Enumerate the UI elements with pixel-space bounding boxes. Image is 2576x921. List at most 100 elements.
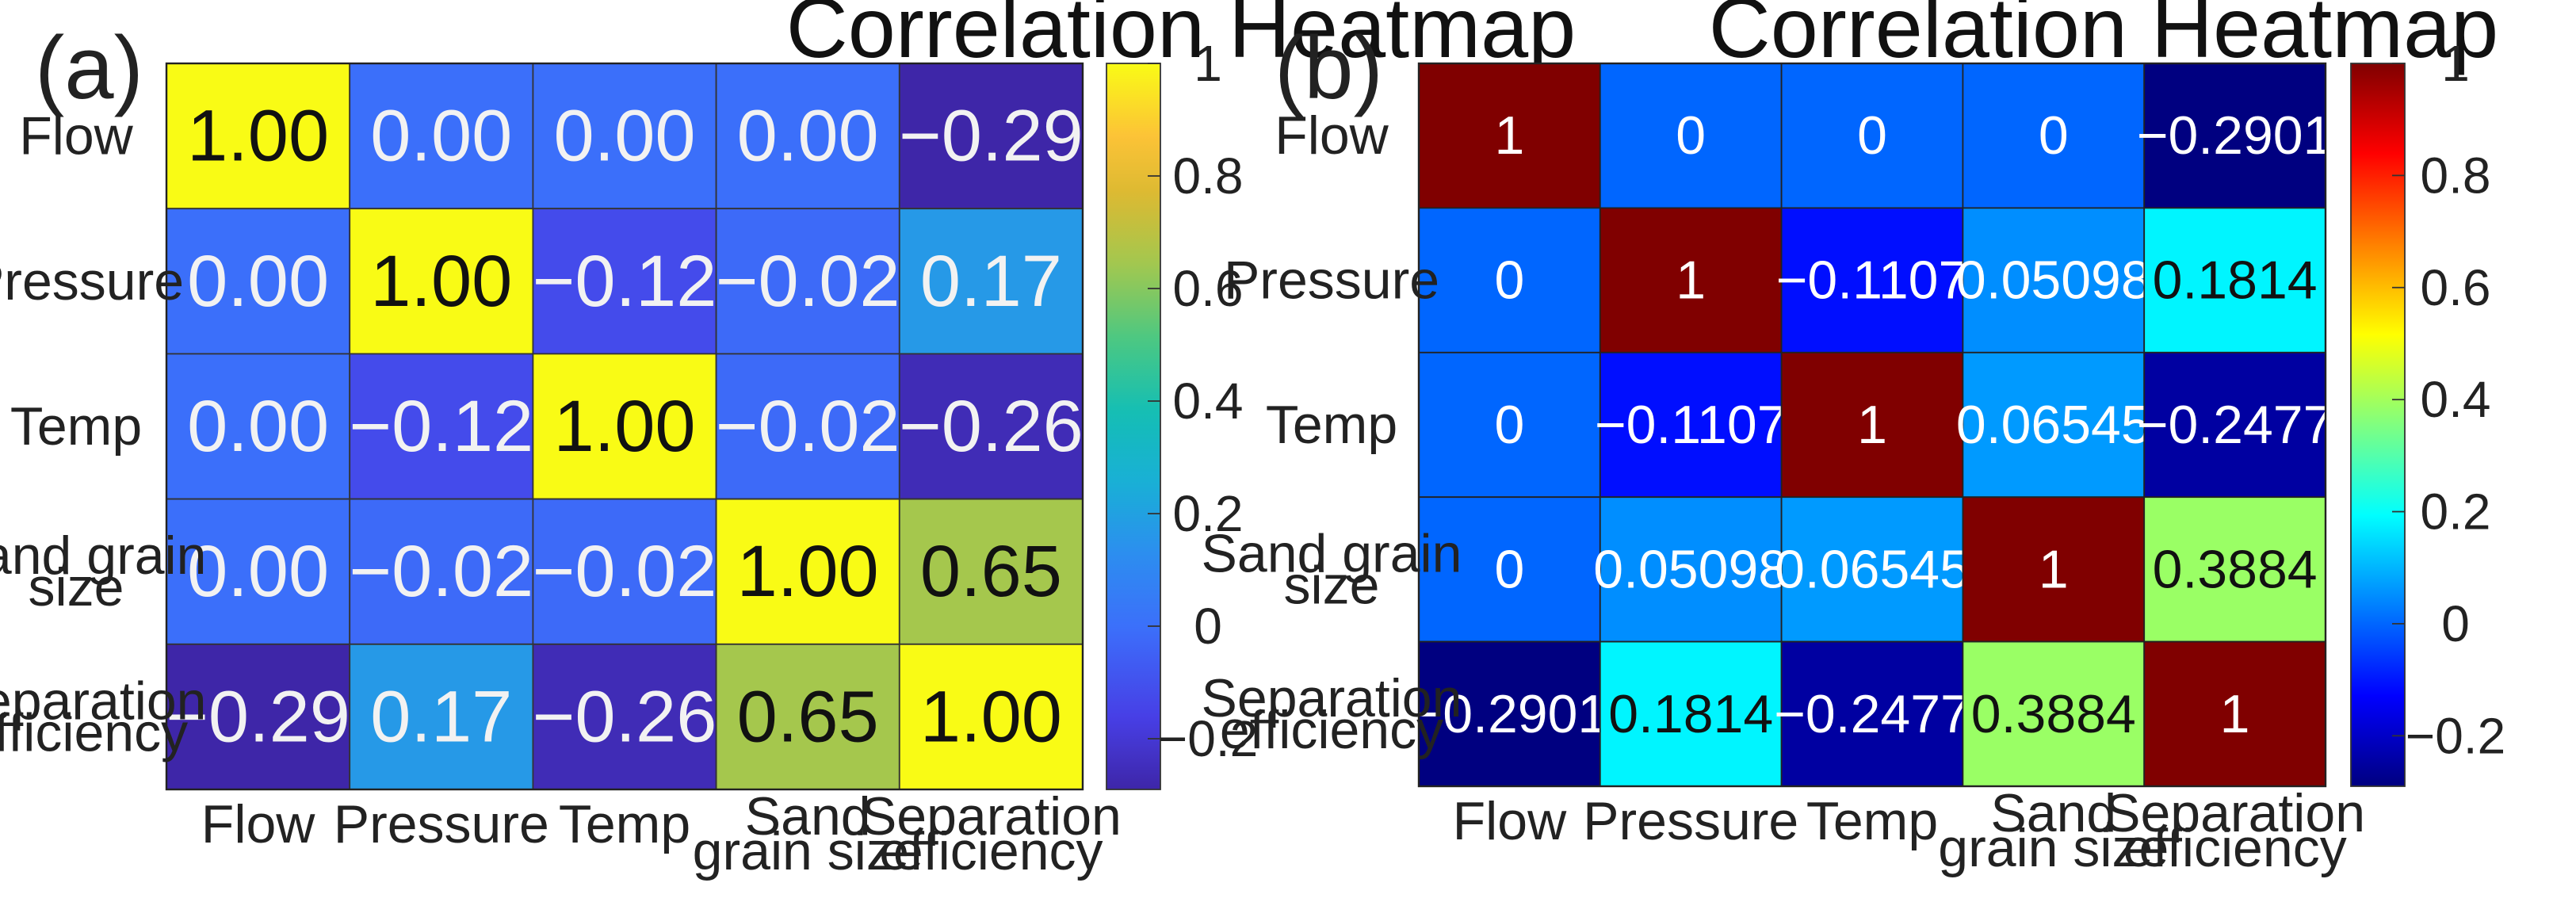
panel-letter: (b) (1275, 18, 1383, 117)
row-label: Sand grain (0, 525, 206, 586)
heatmap-cell (1962, 351, 2146, 499)
heatmap-cell (532, 498, 717, 645)
column-label: efficiency (2123, 818, 2346, 878)
row-label: Flow (19, 106, 133, 166)
row-label: size (1284, 555, 1380, 615)
cell-value-label: −0.2901 (1412, 684, 1608, 744)
cell-value-label: 1.00 (920, 676, 1062, 757)
colorbar-gradient (1106, 63, 1161, 790)
cell-value-label: 0.05098 (1956, 250, 2151, 311)
colorbar: 1 0.8 0.6 0.4 0.2 0 −0.2 (1106, 35, 1258, 790)
cell-value-label: 0 (1494, 395, 1524, 455)
cell-value-label: 0 (1676, 105, 1706, 166)
cell-value-label: 1 (2039, 539, 2069, 599)
heatmap-cell (1599, 496, 1783, 643)
cell-value-label: 0.1814 (1608, 684, 1773, 744)
cell-value-label: −0.12 (349, 386, 533, 467)
row-label: Sand grain (1202, 523, 1462, 583)
heatmap-cell (2143, 496, 2326, 643)
colorbar-tick-label: 1 (1194, 35, 1222, 92)
cell-value-label: −0.2901 (2137, 105, 2333, 166)
heatmap-cell (2143, 351, 2326, 499)
colorbar-tick-label: 0.8 (1173, 147, 1244, 204)
cell-value-label: −0.12 (533, 241, 717, 322)
cell-value-label: −0.02 (349, 531, 533, 612)
cell-value-label: 1 (2220, 684, 2250, 744)
heatmap-cell (349, 208, 534, 355)
heatmap-cell (898, 498, 1084, 645)
cell-value-label: −0.29 (166, 676, 350, 757)
cell-value-label: 0.00 (187, 241, 329, 322)
heatmap-cell (1962, 496, 2146, 643)
cell-value-label: 0.00 (187, 531, 329, 612)
heatmap-cell (1599, 351, 1783, 499)
cell-value-label: 0 (1494, 539, 1524, 599)
colorbar-tick-label: 0.4 (1173, 373, 1244, 430)
column-label: grain size (1938, 818, 2169, 878)
cell-value-label: 0.06545 (1956, 395, 2151, 455)
colorbar-tick-label: 0.6 (2421, 259, 2491, 316)
cell-value-label: 0.00 (187, 386, 329, 467)
column-label: grain size (693, 821, 923, 881)
row-label: Temp (1266, 395, 1397, 455)
column-label: Flow (201, 794, 315, 854)
colorbar-tick-label: 0.2 (2421, 483, 2491, 541)
panel-letter: (a) (35, 18, 143, 117)
row-label: Temp (10, 396, 142, 457)
column-label: Sand (745, 786, 871, 846)
row-label: efficiency (1220, 700, 1443, 760)
cell-value-label: 1.00 (370, 241, 512, 322)
column-label: Pressure (334, 794, 549, 854)
colorbar-tick-label: 1 (2441, 35, 2470, 92)
heatmap-cell (1962, 207, 2146, 353)
row-label: Pressure (0, 251, 184, 311)
heatmap-cell (1780, 351, 1964, 499)
row-label: Separation (0, 671, 206, 731)
heatmap-cell (1418, 351, 1601, 499)
heatmap-cell (1780, 207, 1964, 353)
column-label: Temp (1806, 791, 1938, 851)
cell-value-label: 0.17 (370, 676, 512, 757)
column-label: Flow (1453, 791, 1567, 851)
row-label: Pressure (1224, 250, 1439, 311)
heatmap-cell (898, 353, 1084, 500)
heatmap-cell (349, 643, 534, 790)
heatmap-cell (1599, 63, 1783, 209)
heatmap-border (1417, 62, 2327, 788)
heatmap-cell (715, 643, 900, 790)
colorbar-tick-label: 0.4 (2421, 371, 2491, 428)
heatmap-cell (349, 353, 534, 500)
cell-value-label: 1.00 (553, 386, 695, 467)
heatmap-cell (349, 498, 534, 645)
row-label: Flow (1275, 105, 1389, 166)
cell-value-label: 1 (1857, 395, 1887, 455)
cell-value-label: 0 (2039, 105, 2069, 166)
cell-value-label: −0.2477 (1774, 684, 1970, 744)
heatmap-cell (1418, 640, 1601, 787)
cell-value-label: −0.02 (533, 531, 717, 612)
cell-value-label: −0.1107 (1776, 250, 1969, 311)
heatmap-cells: 1.00 0.00 0.00 0.00 −0.290.00 1.00 −0.12−0.02 0… (166, 63, 1084, 790)
cell-value-label: 0.00 (553, 96, 695, 177)
heatmap-cell (166, 643, 351, 790)
cell-value-label: 0 (1857, 105, 1887, 166)
row-label: Separation (1202, 668, 1462, 728)
colorbar-tick-label: −0.2 (2406, 707, 2505, 764)
cell-value-label: 0.3884 (2153, 539, 2318, 599)
colorbar-tick-label: 0.6 (1173, 260, 1244, 317)
heatmap-cell (715, 63, 900, 210)
heatmap-cell (1780, 640, 1964, 787)
colorbar-tick-label: −0.2 (1158, 710, 1258, 767)
cell-value-label: −0.2477 (2137, 395, 2333, 455)
colorbar: 1 0.8 0.6 0.4 0.2 0 −0.2 (2350, 35, 2505, 787)
column-label: efficiency (879, 821, 1103, 881)
heatmap-cell (1599, 207, 1783, 353)
heatmap-cell (2143, 640, 2326, 787)
cell-value-label: 0.00 (737, 96, 879, 177)
